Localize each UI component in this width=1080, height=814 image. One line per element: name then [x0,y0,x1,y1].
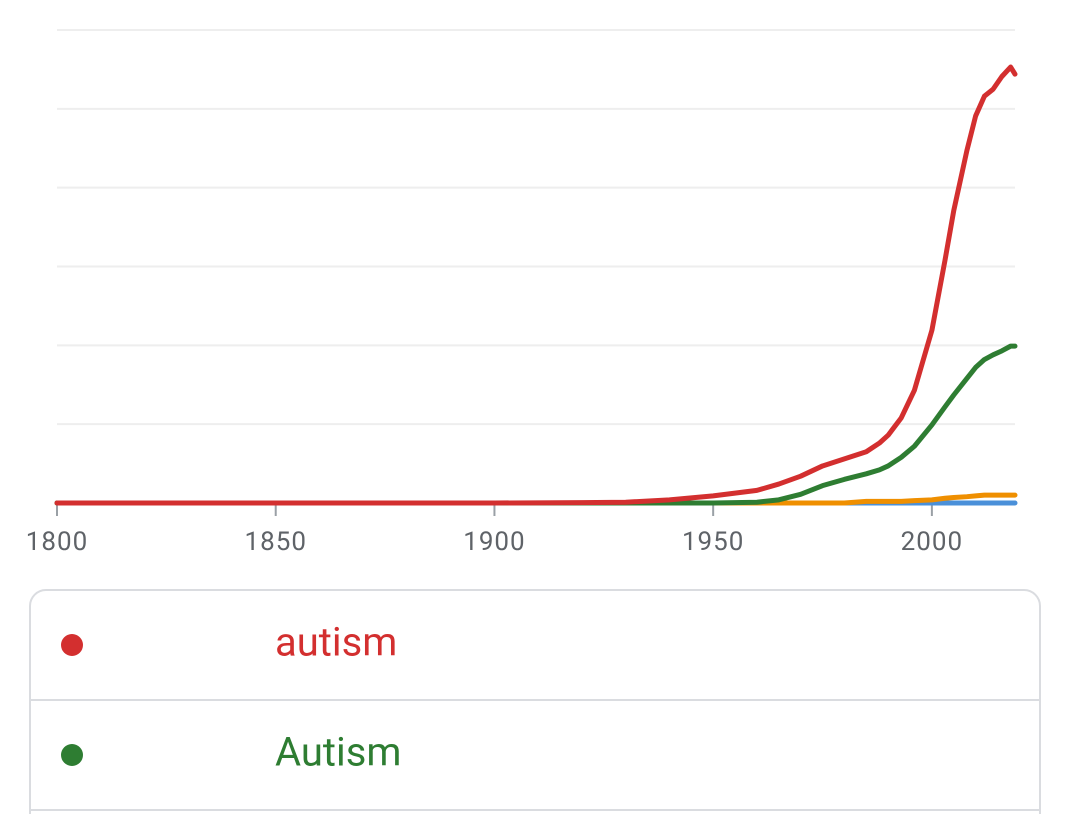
x-tick-label: 1900 [463,527,525,557]
legend-label[interactable]: autism [275,619,397,666]
x-tick-label: 2000 [901,527,963,557]
x-tick-label: 1850 [244,527,306,557]
legend-box [29,589,1041,814]
series-line [54,64,1018,506]
x-tick-label: 1950 [682,527,744,557]
x-tick-label: 1800 [26,527,88,557]
legend-dot [61,634,83,656]
legend-label[interactable]: Autism [275,729,401,776]
legend-dot [61,744,83,766]
